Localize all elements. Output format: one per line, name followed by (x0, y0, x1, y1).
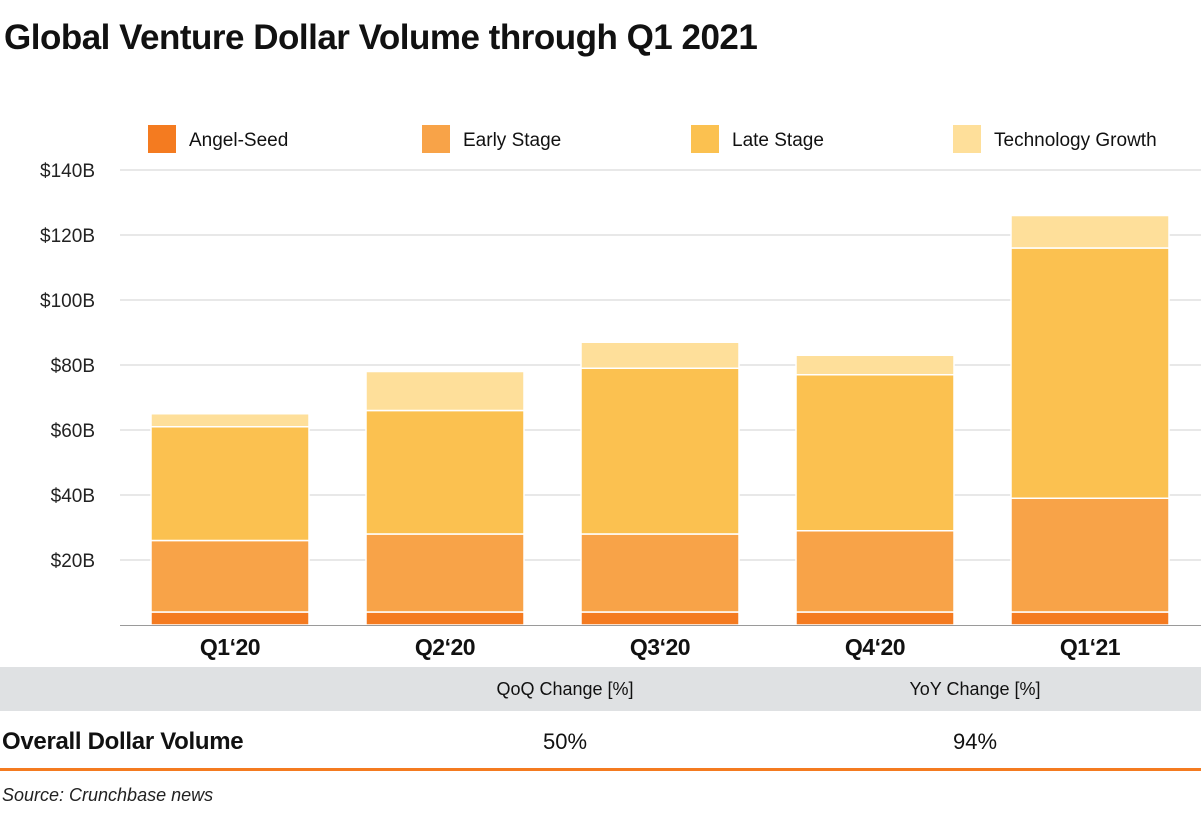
legend-swatch (691, 125, 719, 153)
bar-segment-late-stage (1010, 247, 1170, 499)
y-tick-label: $120B (40, 226, 95, 247)
legend-swatch (148, 125, 176, 153)
bar-segment-early-stage (150, 539, 310, 613)
x-category-label: Q4‘20 (845, 634, 905, 660)
yoy-change-value: 94% (952, 729, 998, 754)
legend-label: Technology Growth (994, 130, 1157, 151)
legend-swatch (422, 125, 450, 153)
bar-segment-angel-seed (1010, 611, 1170, 626)
x-category-label: Q2‘20 (415, 634, 475, 660)
y-tick-label: $40B (51, 486, 95, 507)
y-tick-label: $20B (51, 551, 95, 572)
legend-label: Angel-Seed (189, 130, 288, 151)
bar-segment-angel-seed (150, 611, 310, 626)
legend-item: Angel-Seed (148, 125, 288, 153)
bars (150, 214, 1170, 626)
bar-segment-angel-seed (580, 611, 740, 626)
x-category-label: Q3‘20 (630, 634, 690, 660)
y-tick-label: $60B (51, 421, 95, 442)
x-category-label: Q1‘20 (200, 634, 260, 660)
bar-segment-early-stage (580, 533, 740, 613)
qoq-change-value: 50% (542, 729, 588, 754)
legend-item: Early Stage (422, 125, 561, 153)
yoy-change-header: YoY Change [%] (909, 679, 1041, 699)
bar-segment-technology-growth (365, 370, 525, 412)
summary-row: Overall Dollar Volume 50% 94% (0, 716, 1201, 768)
bar-segment-early-stage (365, 533, 525, 613)
summary-header-band: QoQ Change [%] YoY Change [%] (0, 667, 1201, 711)
bar-segment-technology-growth (580, 341, 740, 369)
bar-segment-angel-seed (795, 611, 955, 626)
source-note: Source: Crunchbase news (2, 785, 214, 805)
overall-dollar-volume-label: Overall Dollar Volume (2, 728, 244, 755)
bar-segment-early-stage (1010, 497, 1170, 613)
bar-segment-technology-growth (150, 413, 310, 428)
y-tick-label: $100B (40, 291, 95, 312)
bar-segment-technology-growth (795, 354, 955, 376)
y-tick-label: $140B (40, 161, 95, 182)
y-tick-label: $80B (51, 356, 95, 377)
bar-segment-technology-growth (1010, 214, 1170, 249)
legend-label: Early Stage (463, 130, 561, 151)
stacked-bar-chart: $20B $40B $60B $80B $100B $120B $140B Q1‘20 Q2‘… (40, 125, 1201, 660)
bar-segment-late-stage (795, 374, 955, 532)
legend-swatch (953, 125, 981, 153)
legend-item: Technology Growth (953, 125, 1157, 153)
legend-label: Late Stage (732, 130, 824, 151)
x-category-label: Q1‘21 (1060, 634, 1121, 660)
bar-segment-late-stage (365, 409, 525, 535)
accent-divider (0, 768, 1201, 771)
legend: Angel-Seed Early Stage Late Stage Technolog… (148, 125, 1157, 153)
bar-segment-late-stage (150, 426, 310, 542)
legend-item: Late Stage (691, 125, 824, 153)
x-axis-categories: Q1‘20 Q2‘20 Q3‘20 Q4‘20 Q1‘21 (200, 634, 1121, 660)
y-axis-ticks: $20B $40B $60B $80B $100B $120B $140B (40, 161, 95, 572)
bar-segment-late-stage (580, 367, 740, 535)
qoq-change-header: QoQ Change [%] (496, 679, 634, 699)
bar-segment-early-stage (795, 530, 955, 613)
chart-title: Global Venture Dollar Volume through Q1 … (4, 18, 758, 57)
bar-segment-angel-seed (365, 611, 525, 626)
